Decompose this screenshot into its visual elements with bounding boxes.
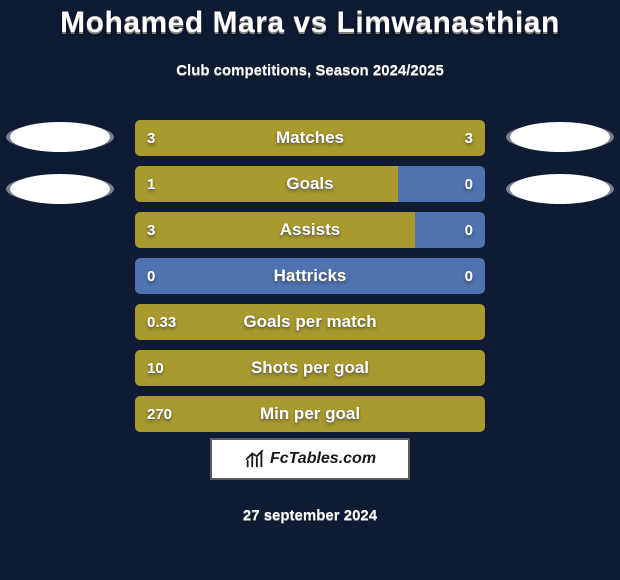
bar-left-fill	[135, 120, 310, 156]
stat-row: Shots per goal10	[135, 350, 485, 386]
bars-icon	[244, 448, 266, 470]
bar-left-fill	[135, 396, 485, 432]
stat-row: Hattricks00	[135, 258, 485, 294]
stat-row: Matches33	[135, 120, 485, 156]
bar-left-fill	[135, 350, 485, 386]
bar-right-fill	[310, 120, 485, 156]
stat-row: Goals per match0.33	[135, 304, 485, 340]
stat-row: Min per goal270	[135, 396, 485, 432]
stat-bars: Matches33 Goals10 Assists30 Hattricks00 Goal…	[135, 120, 485, 442]
player-right-photo	[510, 174, 610, 204]
page-title: Mohamed Mara vs Limwanasthian	[0, 6, 620, 40]
footer-brand[interactable]: FcTables.com	[210, 438, 410, 480]
footer-date: 27 september 2024	[0, 507, 620, 524]
bar-track	[135, 258, 485, 294]
stat-row: Assists30	[135, 212, 485, 248]
bar-left-fill	[135, 212, 415, 248]
bar-left-fill	[135, 166, 398, 202]
bar-left-fill	[135, 304, 485, 340]
comparison-infographic: Mohamed Mara vs Limwanasthian Club compe…	[0, 0, 620, 580]
player-right-photo	[510, 122, 610, 152]
stat-row: Goals10	[135, 166, 485, 202]
footer-brand-text: FcTables.com	[270, 450, 376, 468]
player-left-photo	[10, 174, 110, 204]
player-left-photo	[10, 122, 110, 152]
subtitle: Club competitions, Season 2024/2025	[0, 62, 620, 79]
